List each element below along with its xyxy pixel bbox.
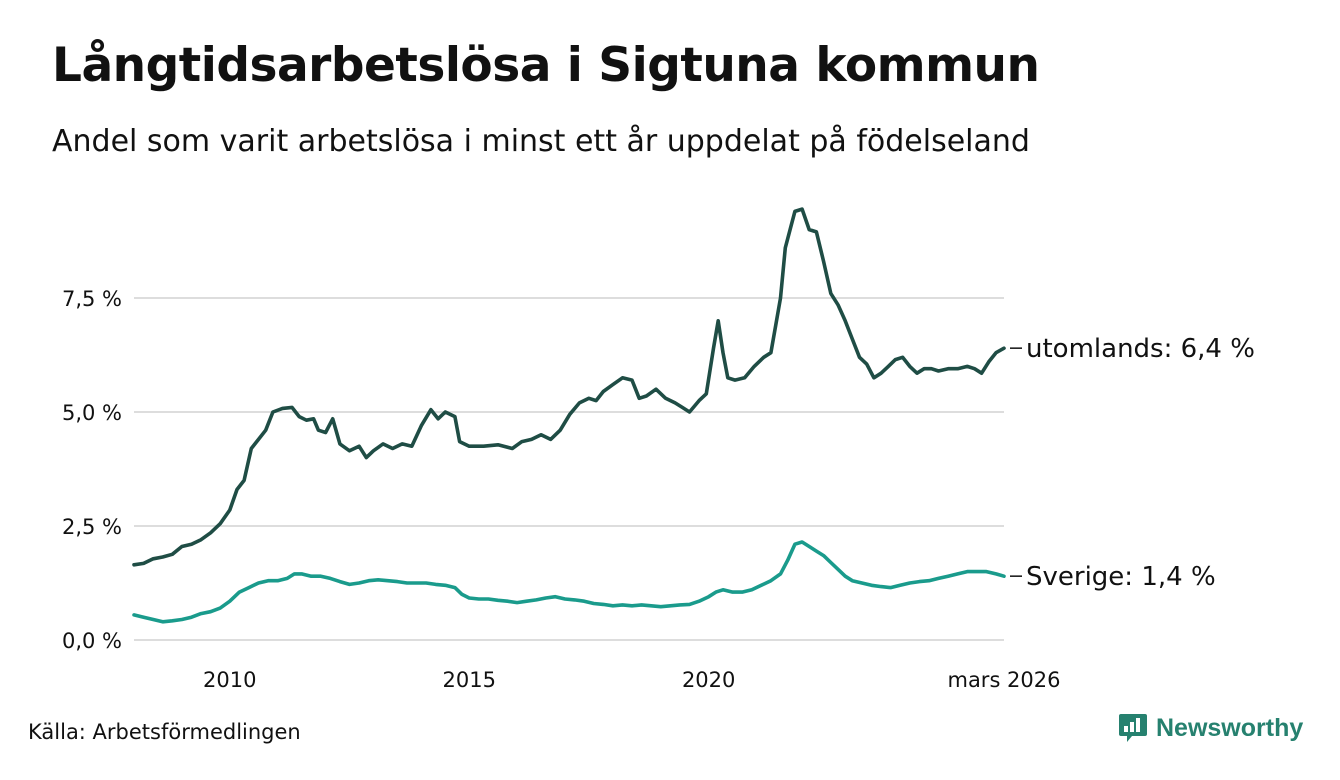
x-axis-ticks: 2010 2015 2020 mars 2026 — [203, 668, 1060, 692]
y-tick-label: 5,0 % — [62, 401, 122, 425]
y-tick-label: 7,5 % — [62, 287, 122, 311]
brand-name: Newsworthy — [1156, 713, 1304, 742]
chart-subtitle: Andel som varit arbetslösa i minst ett å… — [52, 124, 1030, 159]
newsworthy-logo-icon — [1119, 714, 1147, 742]
chart-title: Långtidsarbetslösa i Sigtuna kommun — [52, 38, 1040, 93]
x-tick-label: 2015 — [442, 668, 495, 692]
y-tick-label: 0,0 % — [62, 629, 122, 653]
brand-logo[interactable]: Newsworthy — [1118, 712, 1303, 744]
x-tick-label: 2010 — [203, 668, 256, 692]
end-labels: utomlands: 6,4 % Sverige: 1,4 % — [1010, 334, 1255, 592]
line-chart: 0,0 % 2,5 % 5,0 % 7,5 % 2010 2015 2020 mars 20… — [62, 207, 1255, 692]
series-line-sverige — [132, 540, 1006, 624]
source-note: Källa: Arbetsförmedlingen — [28, 720, 301, 744]
series-lines — [132, 207, 1006, 624]
gridlines — [134, 297, 1004, 641]
x-tick-label: 2020 — [682, 668, 735, 692]
series-line-utomlands — [132, 207, 1006, 567]
y-axis-ticks: 0,0 % 2,5 % 5,0 % 7,5 % — [62, 287, 122, 653]
end-label-utomlands: utomlands: 6,4 % — [1026, 334, 1255, 364]
y-tick-label: 2,5 % — [62, 515, 122, 539]
end-label-sverige: Sverige: 1,4 % — [1026, 562, 1216, 592]
x-tick-label: mars 2026 — [947, 668, 1060, 692]
